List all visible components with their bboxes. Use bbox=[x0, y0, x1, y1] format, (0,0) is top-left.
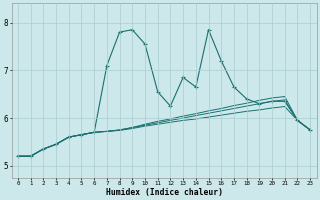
X-axis label: Humidex (Indice chaleur): Humidex (Indice chaleur) bbox=[106, 188, 222, 197]
